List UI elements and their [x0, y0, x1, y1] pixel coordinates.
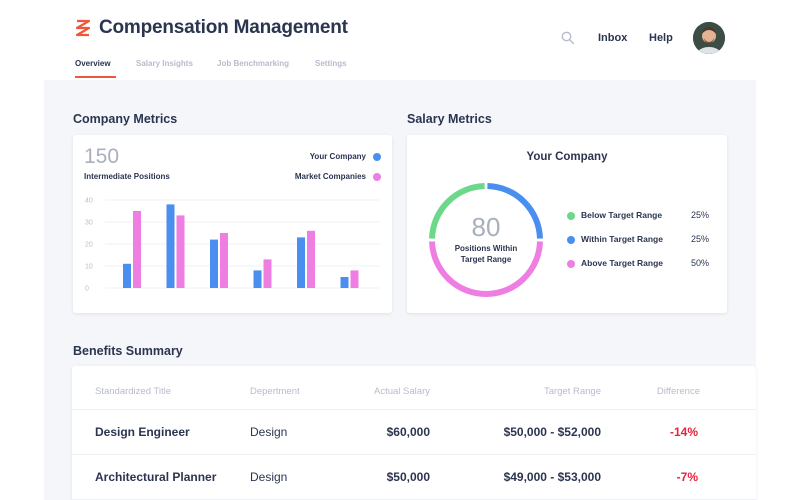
donut-center-caption: Positions Within Target Range — [426, 243, 546, 265]
row-department: Design — [250, 470, 288, 484]
bar-market-companies[interactable] — [263, 259, 272, 288]
row-range: $49,000 - $53,000 — [503, 470, 601, 484]
donut-segment-below[interactable] — [429, 183, 485, 239]
search-icon[interactable] — [561, 31, 575, 45]
donut-caption-line-2: Target Range — [460, 255, 512, 264]
company-metrics-title: Company Metrics — [73, 112, 178, 126]
avatar[interactable] — [693, 22, 725, 54]
positions-count: 150 — [84, 145, 120, 168]
row-range: $50,000 - $52,000 — [503, 425, 601, 439]
column-header-salary[interactable]: Actual Salary — [374, 386, 430, 397]
stat-label-within: Within Target Range — [581, 234, 663, 244]
y-tick-label: 20 — [85, 242, 93, 249]
app-logo-icon — [76, 19, 90, 37]
stat-dot-within — [567, 236, 575, 244]
stat-value-within: 25% — [690, 234, 709, 244]
y-tick-label: 0 — [85, 286, 89, 293]
tab-job-benchmarking[interactable]: Job Benchmarking — [217, 59, 290, 68]
bar-your-company[interactable] — [340, 277, 349, 288]
stat-dot-above — [567, 260, 575, 268]
legend-dot-your-company — [373, 153, 381, 161]
bar-your-company[interactable] — [253, 270, 262, 288]
row-divider — [72, 454, 756, 455]
bar-market-companies[interactable] — [176, 215, 185, 288]
bar-market-companies[interactable] — [307, 230, 315, 288]
row-difference: -14% — [669, 425, 698, 439]
active-tab-indicator — [75, 76, 116, 78]
bar-your-company[interactable] — [166, 204, 175, 288]
bar-market-companies[interactable] — [350, 270, 359, 288]
bar-your-company[interactable] — [210, 239, 218, 288]
y-tick-label: 40 — [85, 198, 93, 205]
legend-your-company: Your Company — [309, 152, 366, 161]
company-metrics-card: 150 Intermediate Positions Your Company … — [73, 135, 392, 313]
tab-settings[interactable]: Settings — [315, 59, 347, 68]
row-divider — [72, 409, 756, 410]
row-title: Architectural Planner — [95, 470, 217, 484]
stat-dot-below — [567, 212, 575, 220]
column-header-difference[interactable]: Difference — [656, 386, 700, 397]
row-title: Design Engineer — [95, 425, 190, 439]
bar-market-companies[interactable] — [220, 233, 228, 288]
row-salary: $50,000 — [386, 470, 430, 484]
donut-segment-above[interactable] — [429, 241, 543, 297]
row-difference: -7% — [676, 470, 698, 484]
help-link[interactable]: Help — [649, 32, 673, 44]
user-photo-icon — [693, 22, 725, 54]
tab-overview[interactable]: Overview — [75, 59, 111, 68]
donut-center-value: 80 — [471, 212, 501, 242]
main-content: Company Metrics 150 Intermediate Positio… — [44, 80, 756, 500]
stat-label-above: Above Target Range — [581, 258, 664, 268]
row-salary: $60,000 — [386, 425, 430, 439]
column-header-department[interactable]: Depertment — [250, 386, 300, 397]
app-header: Compensation Management Inbox Help Overv… — [0, 0, 800, 80]
positions-count-label: Intermediate Positions — [84, 172, 170, 181]
bar-chart: 0 10 20 30 40 — [85, 198, 380, 293]
legend-dot-market-companies — [373, 173, 381, 181]
bar-your-company[interactable] — [123, 263, 131, 288]
stat-label-below: Below Target Range — [581, 210, 663, 220]
column-header-title[interactable]: Standardized Title — [95, 386, 172, 397]
donut-chart — [429, 183, 543, 297]
inbox-link[interactable]: Inbox — [598, 32, 628, 44]
benefits-table: Standardized Title Depertment Actual Sal… — [72, 366, 756, 500]
y-tick-label: 30 — [85, 220, 93, 227]
donut-segment-within[interactable] — [487, 183, 543, 239]
y-tick-label: 10 — [85, 264, 93, 271]
salary-metrics-title: Salary Metrics — [407, 112, 492, 126]
salary-card-title: Your Company — [526, 151, 608, 163]
bar-your-company[interactable] — [297, 237, 305, 288]
tab-bar: Overview Salary Insights Job Benchmarkin… — [0, 56, 800, 80]
donut-caption-line-1: Positions Within — [454, 244, 518, 253]
legend-market-companies: Market Companies — [294, 172, 366, 181]
benefits-summary-title: Benefits Summary — [73, 344, 183, 358]
tab-salary-insights[interactable]: Salary Insights — [136, 59, 193, 68]
stat-value-below: 25% — [690, 210, 709, 220]
app-title: Compensation Management — [99, 17, 348, 38]
bar-market-companies[interactable] — [133, 211, 141, 288]
column-header-range[interactable]: Target Range — [543, 386, 601, 397]
row-department: Design — [250, 425, 288, 439]
salary-metrics-card: Your Company 80 Positions Within Target … — [407, 135, 727, 313]
stat-value-above: 50% — [690, 258, 709, 268]
